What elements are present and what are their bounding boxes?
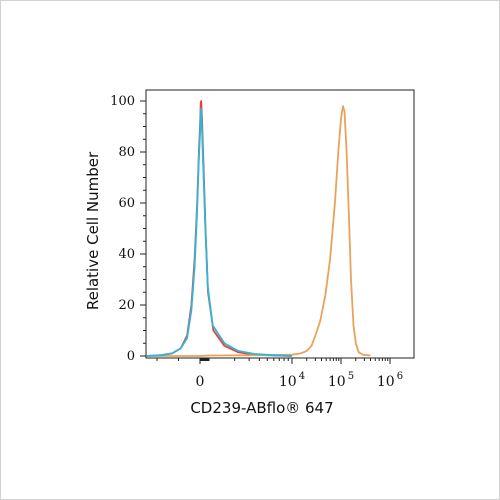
y-tick-label: 0: [127, 349, 135, 364]
x-tick-label: 10 4: [279, 371, 305, 390]
y-tick-label: 40: [118, 247, 135, 262]
x-tick-label: 10 6: [377, 371, 403, 390]
y-tick-label: 20: [118, 298, 135, 313]
y-tick-label: 100: [110, 94, 135, 109]
histogram-line-3: [146, 107, 293, 357]
x-tick-label: 10 5: [328, 371, 354, 390]
y-tick-label: 60: [118, 196, 135, 211]
plot-frame: [145, 89, 415, 359]
plot-series-layer: [146, 100, 371, 357]
histogram-line-1: [146, 100, 293, 357]
histogram-line-2: [146, 105, 371, 357]
y-tick-label: 80: [118, 145, 135, 160]
y-axis: 0 20 40 60 80 100: [110, 94, 146, 364]
x-axis-label: CD239-ABflo® 647: [190, 399, 333, 417]
x-tick-label: 0: [196, 374, 205, 390]
y-axis-label: Relative Cell Number: [84, 151, 102, 310]
x-axis: 0 10 4 10 5 10 6: [156, 358, 403, 390]
